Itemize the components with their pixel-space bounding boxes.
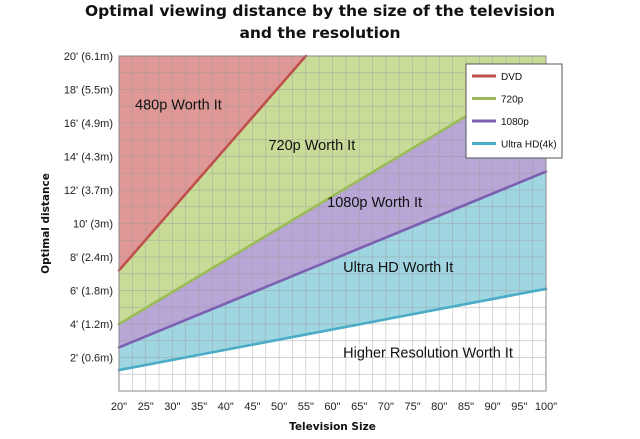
x-axis-label: Television Size xyxy=(289,421,376,433)
y-tick-label: 16' (4.9m) xyxy=(64,118,113,130)
region-label: 1080p Worth It xyxy=(327,195,422,211)
chart-title-line-2: and the resolution xyxy=(239,24,401,42)
x-tick-label: 85" xyxy=(458,401,474,413)
legend: DVD 720p 1080p Ultra HD(4k) xyxy=(465,63,563,159)
x-tick-label: 80" xyxy=(431,401,447,413)
series-line-2 xyxy=(117,170,548,349)
y-tick-label: 8' (2.4m) xyxy=(70,252,113,264)
y-tick-label: 20' (6.1m) xyxy=(64,51,113,63)
series-line-1 xyxy=(117,115,468,326)
x-tick-label: 25" xyxy=(138,401,154,413)
plot-frame xyxy=(118,55,547,392)
region-label: 480p Worth It xyxy=(135,98,222,114)
x-tick-label: 30" xyxy=(164,401,180,413)
x-tick-label: 60" xyxy=(324,401,340,413)
region-labels: 480p Worth It 720p Worth It 1080p Worth It… xyxy=(135,98,513,362)
y-axis-label: Optimal distance xyxy=(40,173,52,274)
y-tick-label: 10' (3m) xyxy=(73,219,113,231)
x-tick-label: 95" xyxy=(511,401,527,413)
y-tick-label: 2' (0.6m) xyxy=(70,353,113,365)
y-axis-ticks: 2' (0.6m) 4' (1.2m) 6' (1.8m) 8' (2.4m) 10' … xyxy=(64,51,113,365)
region-label: 720p Worth It xyxy=(268,138,355,154)
x-tick-label: 50" xyxy=(271,401,287,413)
x-tick-label: 40" xyxy=(218,401,234,413)
chart-title-line-1: Optimal viewing distance by the size of … xyxy=(85,2,555,20)
x-tick-label: 35" xyxy=(191,401,207,413)
y-tick-label: 6' (1.8m) xyxy=(70,286,113,298)
y-tick-label: 18' (5.5m) xyxy=(64,85,113,97)
x-tick-label: 20" xyxy=(111,401,127,413)
chart-series-lines xyxy=(117,54,548,372)
x-tick-label: 100" xyxy=(535,401,557,413)
legend-entry-3: Ultra HD(4k) xyxy=(501,140,557,151)
legend-entry-1: 720p xyxy=(501,95,524,106)
y-tick-label: 12' (3.7m) xyxy=(64,185,113,197)
x-tick-label: 45" xyxy=(244,401,260,413)
x-axis-ticks: 20" 25" 30" 35" 40" 45" 50" 55" 60" 65" 70" 75" 80" 8… xyxy=(111,401,557,413)
chart-title: Optimal viewing distance by the size of … xyxy=(0,0,640,44)
y-tick-label: 4' (1.2m) xyxy=(70,319,113,331)
x-tick-label: 75" xyxy=(404,401,420,413)
x-tick-label: 55" xyxy=(298,401,314,413)
x-tick-label: 70" xyxy=(378,401,394,413)
x-tick-label: 65" xyxy=(351,401,367,413)
series-line-0 xyxy=(117,54,308,272)
legend-entry-2: 1080p xyxy=(501,117,529,128)
series-line-3 xyxy=(117,287,548,372)
y-tick-label: 14' (4.3m) xyxy=(64,152,113,164)
region-label: Higher Resolution Worth It xyxy=(343,346,513,362)
x-tick-label: 90" xyxy=(485,401,501,413)
legend-entry-0: DVD xyxy=(501,72,522,83)
region-label: Ultra HD Worth It xyxy=(343,260,453,276)
